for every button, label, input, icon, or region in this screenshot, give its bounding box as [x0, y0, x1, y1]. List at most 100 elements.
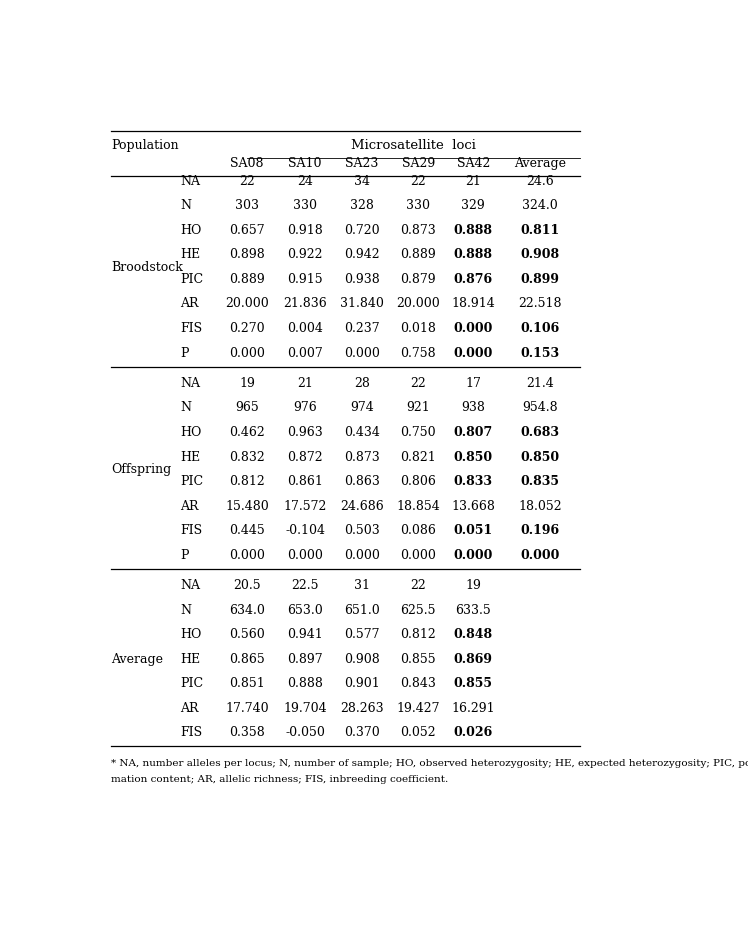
- Text: 0.720: 0.720: [344, 224, 380, 236]
- Text: 22: 22: [410, 579, 426, 592]
- Text: HO: HO: [180, 224, 202, 236]
- Text: 0.270: 0.270: [230, 322, 265, 335]
- Text: 0.889: 0.889: [229, 273, 265, 286]
- Text: 21: 21: [465, 174, 481, 188]
- Text: 0.941: 0.941: [287, 628, 323, 642]
- Text: HE: HE: [180, 249, 200, 262]
- Text: 653.0: 653.0: [287, 604, 323, 616]
- Text: 19: 19: [239, 377, 255, 390]
- Text: 0.445: 0.445: [229, 524, 265, 537]
- Text: PIC: PIC: [180, 476, 203, 488]
- Text: NA: NA: [180, 579, 200, 592]
- Text: NA: NA: [180, 174, 200, 188]
- Text: 0.758: 0.758: [400, 346, 436, 359]
- Text: 0.657: 0.657: [230, 224, 265, 236]
- Text: 19.704: 19.704: [283, 702, 327, 715]
- Text: P: P: [180, 549, 189, 562]
- Text: HO: HO: [180, 426, 202, 439]
- Text: 22: 22: [239, 174, 255, 188]
- Text: 0.899: 0.899: [521, 273, 560, 286]
- Text: 0.000: 0.000: [453, 549, 493, 562]
- Text: 330: 330: [293, 199, 317, 212]
- Text: Broodstock: Broodstock: [111, 261, 183, 274]
- Text: SA42: SA42: [456, 157, 490, 170]
- Text: 16.291: 16.291: [451, 702, 495, 715]
- Text: 0.848: 0.848: [453, 628, 493, 642]
- Text: 0.908: 0.908: [344, 653, 380, 666]
- Text: 17: 17: [465, 377, 481, 390]
- Text: 13.668: 13.668: [451, 500, 495, 513]
- Text: SA29: SA29: [402, 157, 435, 170]
- Text: 0.898: 0.898: [229, 249, 265, 262]
- Text: 0.000: 0.000: [400, 549, 436, 562]
- Text: 0.873: 0.873: [400, 224, 436, 236]
- Text: 303: 303: [235, 199, 259, 212]
- Text: 0.000: 0.000: [229, 346, 265, 359]
- Text: 0.370: 0.370: [344, 727, 380, 739]
- Text: 0.086: 0.086: [400, 524, 436, 537]
- Text: 0.863: 0.863: [344, 476, 380, 488]
- Text: 0.358: 0.358: [229, 727, 265, 739]
- Text: 0.942: 0.942: [344, 249, 380, 262]
- Text: 19.427: 19.427: [396, 702, 440, 715]
- Text: * NA, number alleles per locus; N, number of sample; HO, observed heterozygosity: * NA, number alleles per locus; N, numbe…: [111, 760, 748, 768]
- Text: 0.901: 0.901: [344, 677, 380, 690]
- Text: 651.0: 651.0: [344, 604, 380, 616]
- Text: 18.854: 18.854: [396, 500, 440, 513]
- Text: PIC: PIC: [180, 677, 203, 690]
- Text: SA08: SA08: [230, 157, 264, 170]
- Text: HE: HE: [180, 653, 200, 666]
- Text: 0.938: 0.938: [344, 273, 380, 286]
- Text: 965: 965: [235, 401, 259, 415]
- Text: 921: 921: [406, 401, 430, 415]
- Text: 0.897: 0.897: [287, 653, 323, 666]
- Text: Average: Average: [514, 157, 566, 170]
- Text: 22.518: 22.518: [518, 297, 562, 310]
- Text: 328: 328: [350, 199, 374, 212]
- Text: 31.840: 31.840: [340, 297, 384, 310]
- Text: 0.833: 0.833: [454, 476, 493, 488]
- Text: 0.807: 0.807: [453, 426, 493, 439]
- Text: 0.888: 0.888: [287, 677, 323, 690]
- Text: 633.5: 633.5: [456, 604, 491, 616]
- Text: 0.018: 0.018: [400, 322, 436, 335]
- Text: 0.850: 0.850: [521, 450, 560, 463]
- Text: 22.5: 22.5: [291, 579, 319, 592]
- Text: HO: HO: [180, 628, 202, 642]
- Text: 0.873: 0.873: [344, 450, 380, 463]
- Text: 976: 976: [293, 401, 317, 415]
- Text: 21.836: 21.836: [283, 297, 327, 310]
- Text: 21: 21: [297, 377, 313, 390]
- Text: 0.865: 0.865: [229, 653, 265, 666]
- Text: N: N: [180, 401, 191, 415]
- Text: -0.104: -0.104: [285, 524, 325, 537]
- Text: 17.740: 17.740: [225, 702, 269, 715]
- Text: 0.106: 0.106: [521, 322, 560, 335]
- Text: 0.876: 0.876: [453, 273, 493, 286]
- Text: 634.0: 634.0: [229, 604, 265, 616]
- Text: 0.835: 0.835: [521, 476, 560, 488]
- Text: 24: 24: [297, 174, 313, 188]
- Text: 938: 938: [462, 401, 485, 415]
- Text: Microsatellite  loci: Microsatellite loci: [352, 139, 476, 152]
- Text: 0.007: 0.007: [287, 346, 323, 359]
- Text: 15.480: 15.480: [225, 500, 269, 513]
- Text: 22: 22: [410, 377, 426, 390]
- Text: 625.5: 625.5: [400, 604, 436, 616]
- Text: 24.686: 24.686: [340, 500, 384, 513]
- Text: SA23: SA23: [346, 157, 378, 170]
- Text: 0.026: 0.026: [453, 727, 493, 739]
- Text: 0.855: 0.855: [454, 677, 493, 690]
- Text: 0.811: 0.811: [521, 224, 560, 236]
- Text: NA: NA: [180, 377, 200, 390]
- Text: 0.869: 0.869: [454, 653, 493, 666]
- Text: 0.855: 0.855: [400, 653, 436, 666]
- Text: 329: 329: [462, 199, 485, 212]
- Text: -0.050: -0.050: [285, 727, 325, 739]
- Text: 0.000: 0.000: [453, 346, 493, 359]
- Text: 0.196: 0.196: [521, 524, 560, 537]
- Text: 0.000: 0.000: [520, 549, 560, 562]
- Text: Average: Average: [111, 653, 163, 666]
- Text: 0.922: 0.922: [287, 249, 323, 262]
- Text: 18.052: 18.052: [518, 500, 562, 513]
